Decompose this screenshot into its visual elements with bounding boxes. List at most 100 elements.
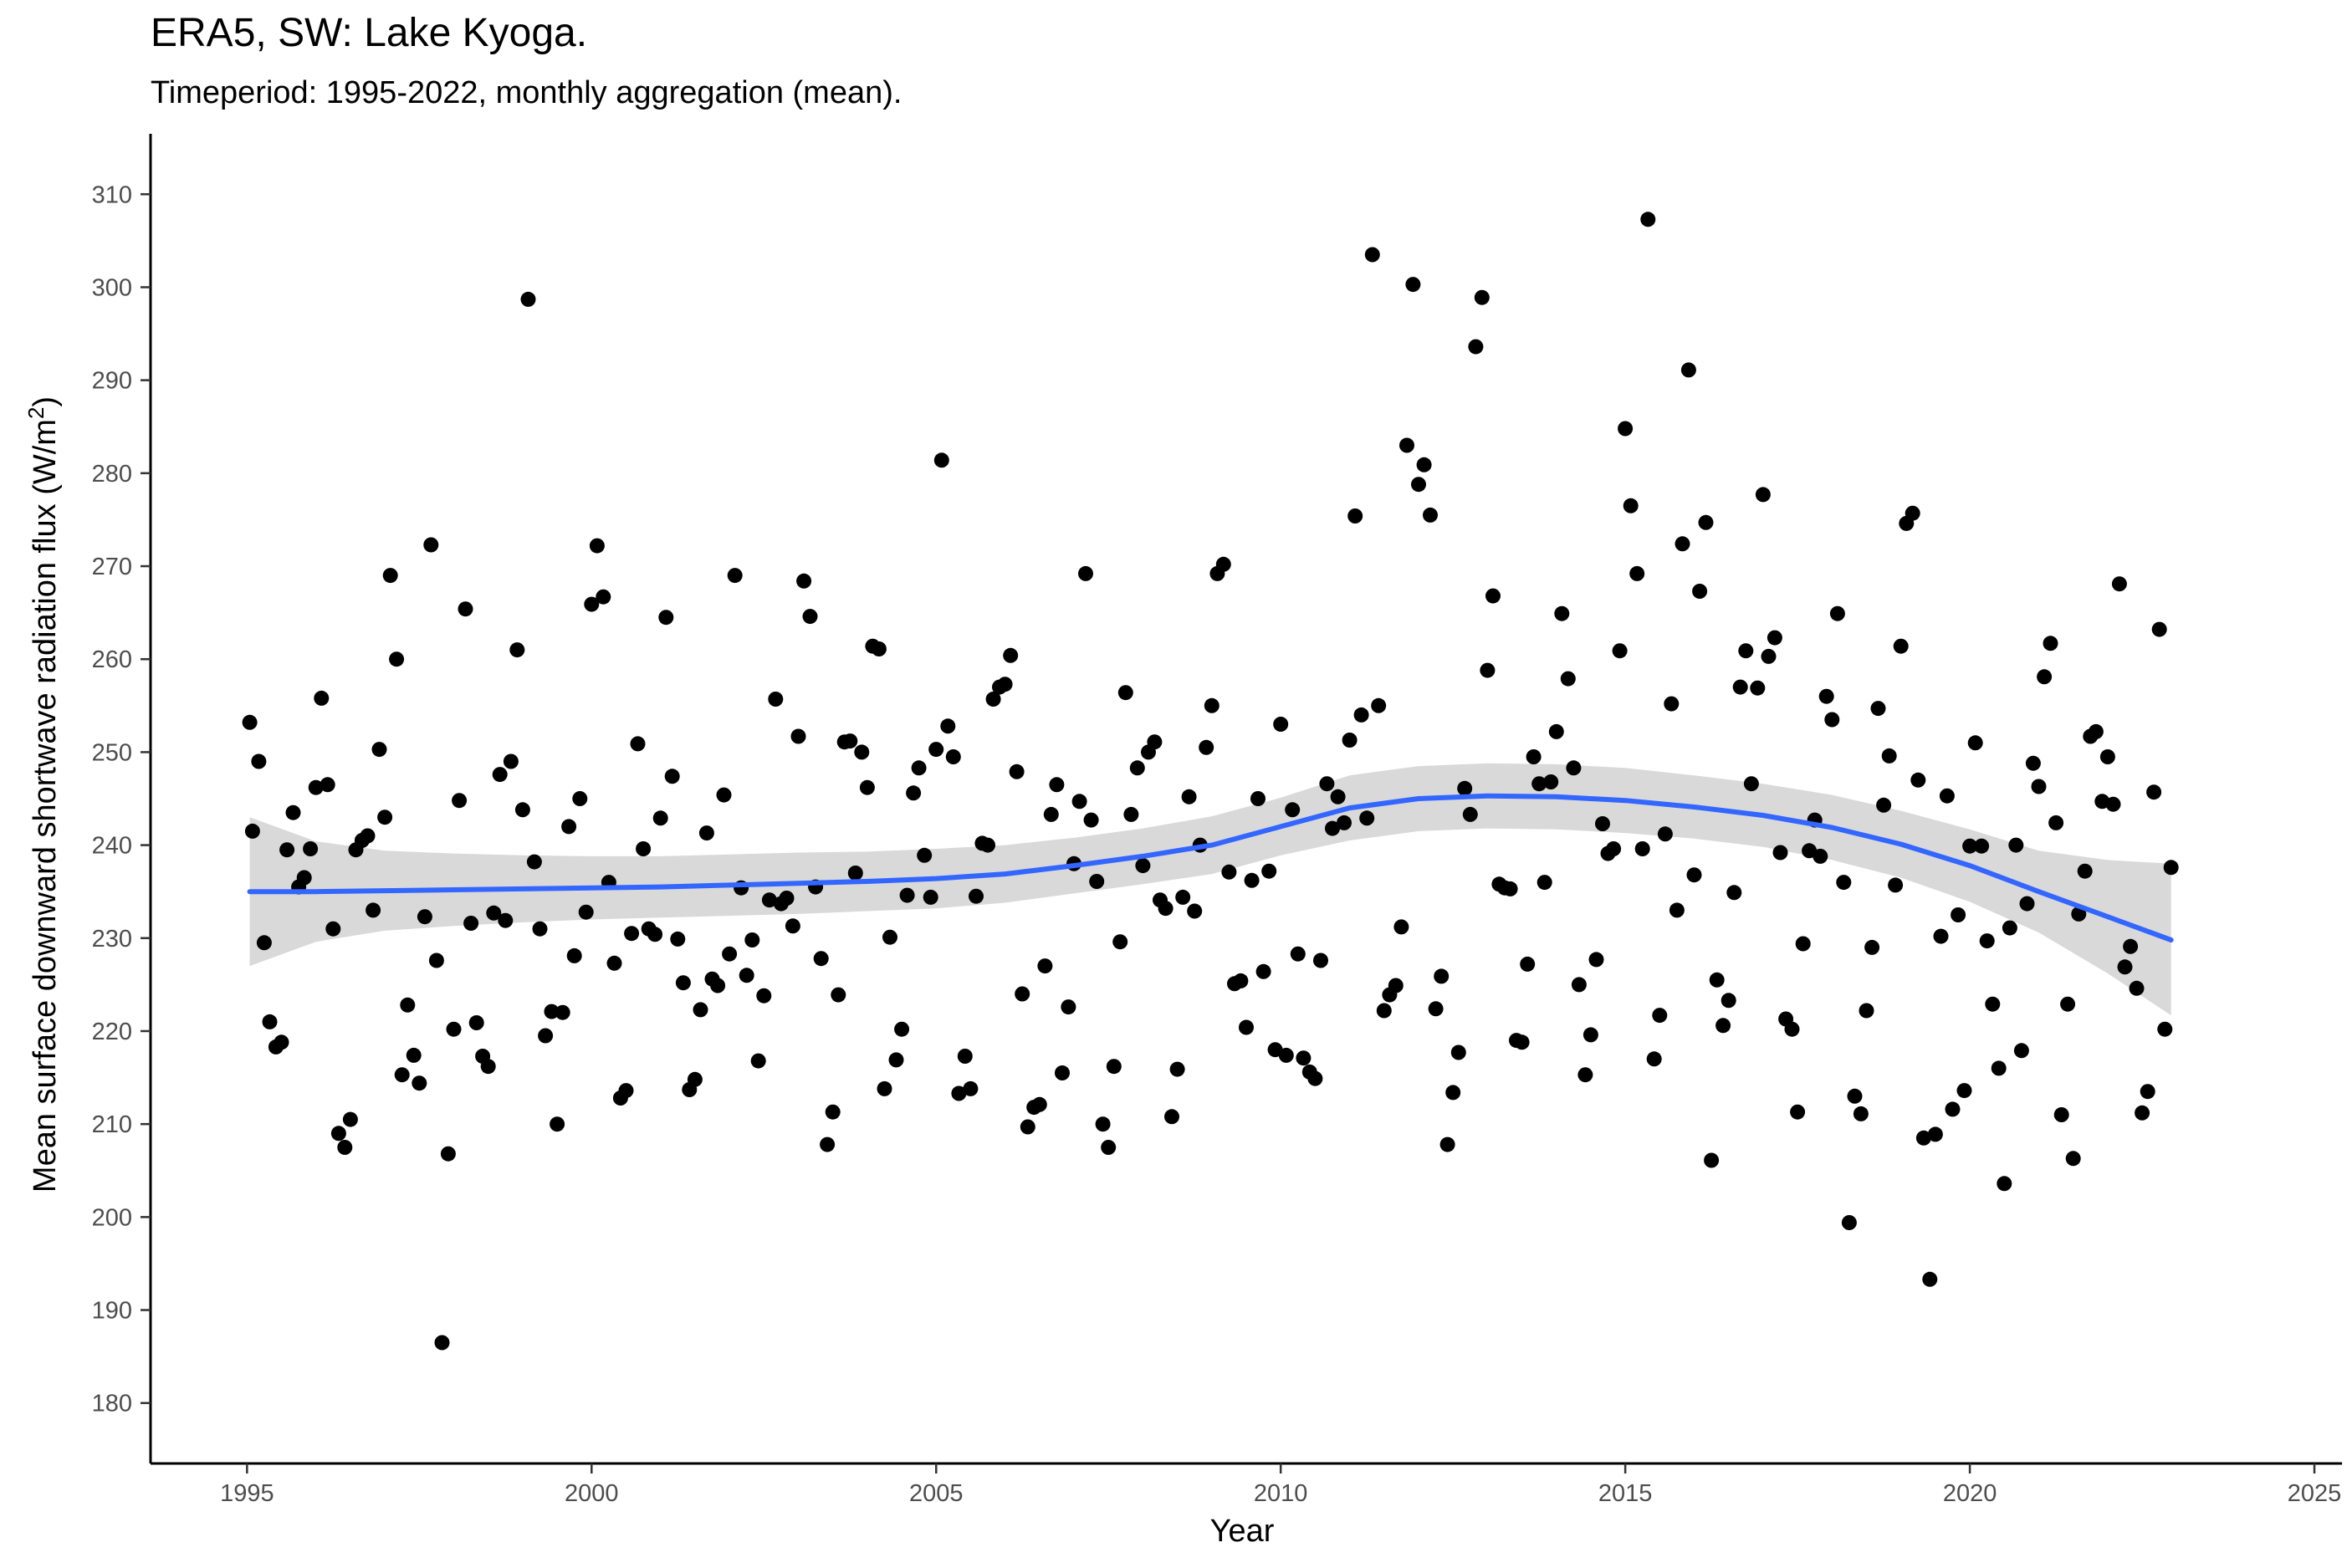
data-point [1548,723,1564,739]
data-point [2123,938,2139,954]
data-point [618,1083,634,1099]
data-point [2135,1105,2150,1121]
data-point [382,568,398,584]
data-point [1526,749,1542,764]
y-axis-title-superscript: 2 [23,407,49,419]
data-point [251,753,267,769]
data-point [1623,498,1639,513]
data-point [796,573,812,589]
y-tick-label: 280 [92,461,132,488]
data-point [1405,277,1421,293]
data-point [1009,764,1025,779]
data-point [1199,739,1214,755]
data-point [377,810,393,825]
data-point [394,1067,410,1083]
data-point [1933,928,1949,944]
data-point [509,642,525,658]
data-point [514,802,530,818]
data-point [2163,860,2179,876]
data-point [750,1053,766,1069]
data-point [1829,605,1845,621]
data-point [1411,477,1426,493]
y-tick-label: 300 [92,274,132,301]
x-tick-label: 2000 [565,1480,619,1507]
data-point [1543,774,1559,789]
data-point [1450,1044,1466,1060]
data-point [452,793,468,809]
data-point [1261,863,1277,879]
y-tick-label: 260 [92,646,132,673]
data-point [1106,1059,1122,1075]
data-point [1117,685,1133,701]
y-tick-label: 180 [92,1391,132,1417]
data-point [1428,1001,1444,1017]
data-point [320,777,335,793]
data-point [1164,1109,1179,1125]
data-point [555,1004,570,1020]
data-point [1927,1126,1943,1142]
data-point [2105,796,2121,812]
data-point [1135,858,1151,874]
x-tick-label: 2005 [909,1480,964,1507]
data-point [761,892,777,908]
data-point [1818,688,1834,704]
data-point [1669,902,1685,918]
data-point [371,742,387,758]
data-point [1520,956,1536,972]
data-point [1175,889,1191,905]
data-point [1307,1070,1323,1086]
data-point [1680,362,1696,378]
data-point [1043,806,1059,822]
data-point [330,1126,346,1142]
data-point [1795,936,1811,952]
data-point [1915,1130,1931,1146]
data-point [1083,812,1099,828]
x-tick-label: 2015 [1598,1480,1653,1507]
data-point [1595,816,1610,831]
data-point [572,791,588,806]
data-point [1560,671,1576,687]
data-point [1709,972,1725,988]
data-point [831,987,846,1003]
data-point [544,1004,560,1019]
data-point [296,870,312,886]
data-point [2025,755,2041,771]
data-point [400,997,416,1013]
data-point [1416,457,1432,472]
data-point [1979,933,1995,949]
data-point [406,1047,422,1063]
data-point [630,736,646,752]
data-point [1652,1008,1668,1024]
data-point [262,1014,278,1029]
data-point [1273,717,1289,732]
data-point [1836,875,1852,891]
data-point [2002,920,2017,936]
data-point [710,978,726,993]
data-point [1974,838,1990,854]
x-tick-label: 2025 [2288,1480,2342,1507]
data-point [1313,953,1328,968]
data-point [428,953,444,968]
y-axis-title-end: ) [28,396,63,407]
data-point [2111,576,2127,592]
data-point [1250,791,1265,806]
axes-layer: 180 190 200 210 220 230 240 250 260 270 280 290 300 3… [92,134,2342,1507]
data-point [1881,748,1897,764]
data-point [1841,1215,1857,1230]
data-point [1876,797,1892,813]
data-point [1239,1019,1254,1035]
data-point [1790,1104,1806,1120]
data-point [1888,877,1904,893]
data-point [596,589,611,605]
data-point [1325,820,1340,836]
data-point [779,891,795,906]
data-point [434,1335,450,1351]
data-point [1359,810,1375,826]
data-point [1910,772,1926,788]
data-point [1634,841,1650,856]
data-point [1577,1067,1593,1083]
data-point [928,742,944,758]
data-point [1554,605,1570,621]
data-point [1423,507,1438,523]
